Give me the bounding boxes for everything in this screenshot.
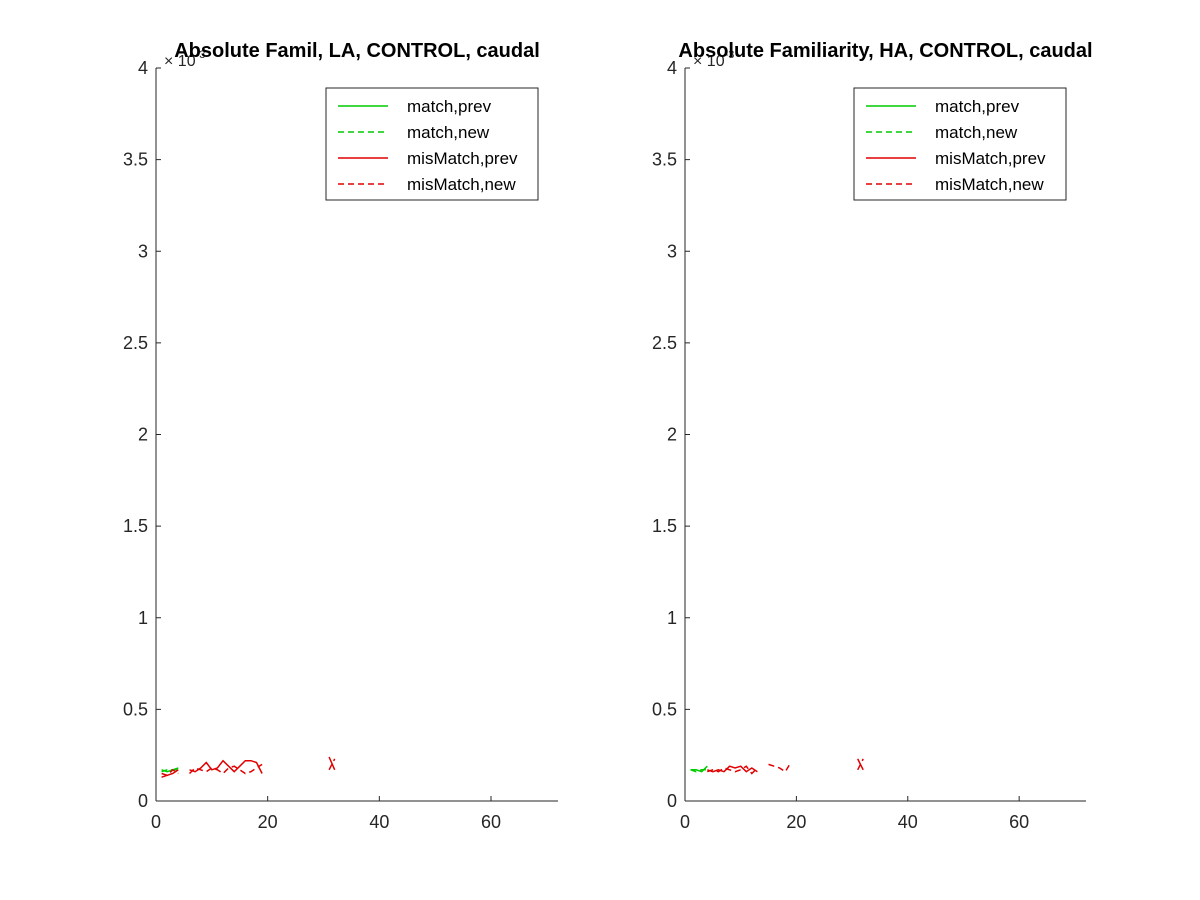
y-tick-label: 2 [138, 425, 148, 445]
series-line-1 [690, 765, 708, 773]
x-tick-label: 60 [1009, 812, 1029, 832]
y-tick-label: 1 [138, 608, 148, 628]
y-exponent-label: × 10-3 [164, 49, 205, 70]
x-tick-label: 60 [481, 812, 501, 832]
y-tick-label: 3 [667, 241, 677, 261]
y-tick-label: 2.5 [652, 333, 677, 353]
y-tick-label: 3.5 [652, 150, 677, 170]
x-tick-label: 20 [258, 812, 278, 832]
y-tick-label: 0.5 [652, 699, 677, 719]
series-line-4 [707, 758, 864, 775]
y-tick-label: 4 [667, 58, 677, 78]
legend: match,prev match,new misMatch,prev misMatch… [325, 87, 539, 201]
x-tick-label: 20 [786, 812, 806, 832]
series-line-2 [161, 769, 179, 773]
y-tick-label: 2 [667, 425, 677, 445]
y-tick-label: 2.5 [123, 333, 148, 353]
chart-title: Absolute Famil, LA, CONTROL, caudal [174, 40, 540, 62]
series-line-2 [690, 769, 708, 773]
y-tick-label: 0 [667, 791, 677, 811]
x-tick-label: 0 [680, 812, 690, 832]
series-line-3 [161, 756, 336, 778]
y-exponent-label: × 10-3 [693, 49, 734, 70]
legend-label: match,new [935, 123, 1018, 142]
x-tick-label: 40 [369, 812, 389, 832]
chart-title: Absolute Familiarity, HA, CONTROL, cauda… [678, 40, 1092, 62]
y-tick-label: 0.5 [123, 699, 148, 719]
x-tick-label: 0 [151, 812, 161, 832]
legend: match,prev match,new misMatch,prev misMatch… [853, 87, 1067, 201]
y-tick-label: 3.5 [123, 150, 148, 170]
legend-label: match,new [407, 123, 490, 142]
y-tick-label: 0 [138, 791, 148, 811]
y-tick-label: 1.5 [652, 516, 677, 536]
legend-label: match,prev [407, 97, 492, 116]
legend-label: misMatch,new [407, 175, 516, 194]
legend-label: misMatch,new [935, 175, 1044, 194]
series-line-3 [707, 758, 864, 773]
y-tick-label: 3 [138, 241, 148, 261]
y-tick-label: 4 [138, 58, 148, 78]
y-tick-label: 1.5 [123, 516, 148, 536]
series-line-4 [161, 758, 336, 777]
legend-label: match,prev [935, 97, 1020, 116]
y-tick-label: 1 [667, 608, 677, 628]
x-tick-label: 40 [898, 812, 918, 832]
legend-label: misMatch,prev [935, 149, 1046, 168]
legend-label: misMatch,prev [407, 149, 518, 168]
